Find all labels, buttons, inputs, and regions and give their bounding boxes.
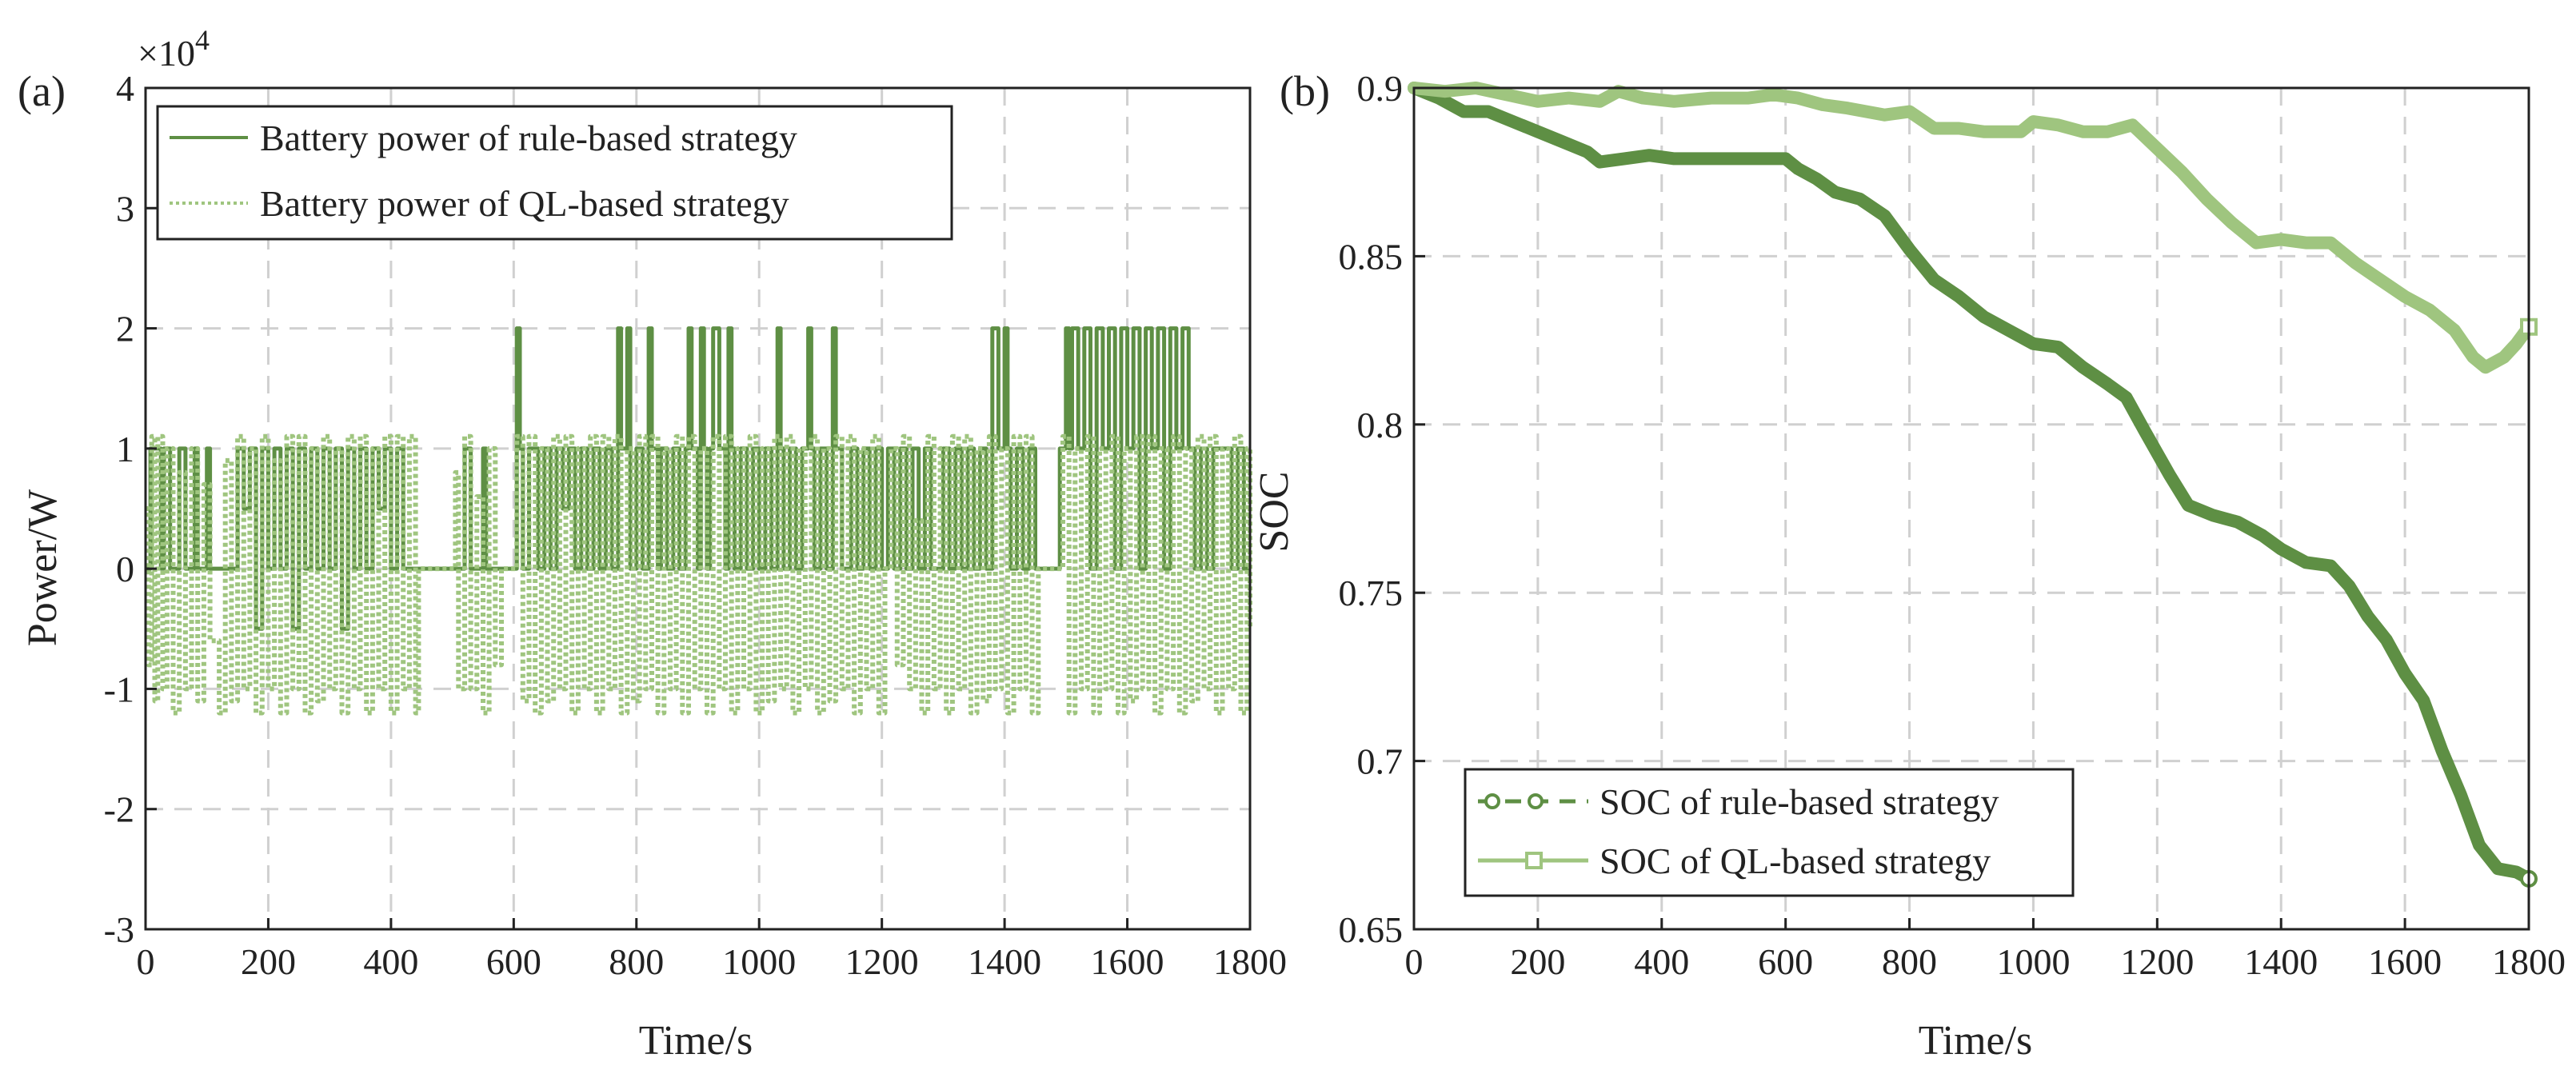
y-tick-label: -1: [104, 669, 134, 709]
x-tick-label: 1400: [2244, 941, 2318, 982]
x-tick-label: 800: [1882, 941, 1937, 982]
x-tick-label: 0: [137, 941, 155, 982]
x-tick-label: 600: [1758, 941, 1813, 982]
y-tick-label: 1: [116, 429, 134, 469]
x-tick-label: 0: [1405, 941, 1424, 982]
power-panel-label: (a): [18, 67, 66, 115]
soc-legend: SOC of rule-based strategy SOC of QL-bas…: [1464, 768, 2075, 897]
y-tick-label: 0.75: [1339, 573, 1404, 613]
power-legend-box: [156, 105, 953, 241]
x-tick-label: 1200: [845, 941, 919, 982]
power-series-group: [146, 326, 1252, 716]
power-chart: 0 200 400 600 800 1000 1200 1400 1600 1800 -3 -2 -1 0…: [18, 24, 1287, 1064]
legend-marker-ql-soc: [1525, 852, 1543, 869]
x-tick-label: 400: [363, 941, 418, 982]
series-rule-soc-line: [1408, 82, 2535, 885]
x-tick-label: 1600: [2368, 941, 2442, 982]
x-tick-label: 800: [609, 941, 664, 982]
x-tick-label: 1400: [968, 941, 1041, 982]
legend-marker-rule-soc: [1484, 793, 1500, 809]
y-tick-label: 2: [116, 309, 134, 349]
y-tick-label: 0: [116, 549, 134, 589]
soc-x-axis-label: Time/s: [1919, 1018, 2033, 1064]
soc-ticks: 0 200 400 600 800 1000 1200 1400 1600 1800 0.65 0.7…: [1339, 68, 2566, 982]
x-tick-label: 600: [486, 941, 541, 982]
legend-label-ql-power: Battery power of QL-based strategy: [260, 183, 789, 224]
x-tick-label: 400: [1634, 941, 1689, 982]
legend-label-rule-power: Battery power of rule-based strategy: [260, 118, 797, 158]
power-x-axis-label: Time/s: [639, 1018, 753, 1064]
x-tick-label: 1200: [2120, 941, 2194, 982]
soc-chart: 0 200 400 600 800 1000 1200 1400 1600 1800 0.65 0.7…: [1252, 67, 2566, 1064]
legend-label-rule-soc: SOC of rule-based strategy: [1600, 781, 1999, 822]
soc-panel-label: (b): [1280, 67, 1330, 115]
y-tick-label: 3: [116, 188, 134, 229]
soc-legend-box: [1464, 768, 2075, 897]
y-tick-label: 0.7: [1357, 741, 1404, 782]
soc-y-axis-label: SOC: [1252, 471, 1297, 552]
x-tick-label: 200: [241, 941, 296, 982]
soc-series-group: [1408, 82, 2538, 888]
power-plot-frame: [144, 86, 1252, 931]
x-tick-label: 200: [1510, 941, 1565, 982]
y-tick-label: -2: [104, 789, 134, 830]
y-tick-label: 0.9: [1357, 68, 1404, 109]
power-exponent-base: ×10: [138, 33, 195, 74]
y-tick-label: 4: [116, 68, 134, 109]
y-tick-label: 0.65: [1339, 909, 1404, 950]
y-tick-label: 0.8: [1357, 405, 1404, 445]
x-tick-label: 1000: [722, 941, 796, 982]
y-tick-label: -3: [104, 909, 134, 950]
series-ql-power-line: [146, 433, 1252, 716]
soc-plot-frame: [1412, 86, 2530, 931]
x-tick-label: 1800: [2492, 941, 2566, 982]
power-ticks: 0 200 400 600 800 1000 1200 1400 1600 1800 -3 -2 -1 0…: [104, 68, 1287, 982]
legend-label-ql-soc: SOC of QL-based strategy: [1600, 840, 1991, 881]
power-exponent-label: ×104: [138, 24, 210, 74]
power-exponent-power: 4: [195, 24, 210, 56]
power-legend: Battery power of rule-based strategy Bat…: [156, 105, 953, 241]
power-y-axis-label: Power/W: [20, 489, 66, 646]
x-tick-label: 1800: [1213, 941, 1287, 982]
x-tick-label: 1600: [1091, 941, 1164, 982]
x-tick-label: 1000: [1996, 941, 2070, 982]
y-tick-label: 0.85: [1339, 236, 1404, 277]
legend-marker-rule-soc: [1528, 793, 1544, 809]
series-ql-soc-line: [1408, 82, 2535, 374]
